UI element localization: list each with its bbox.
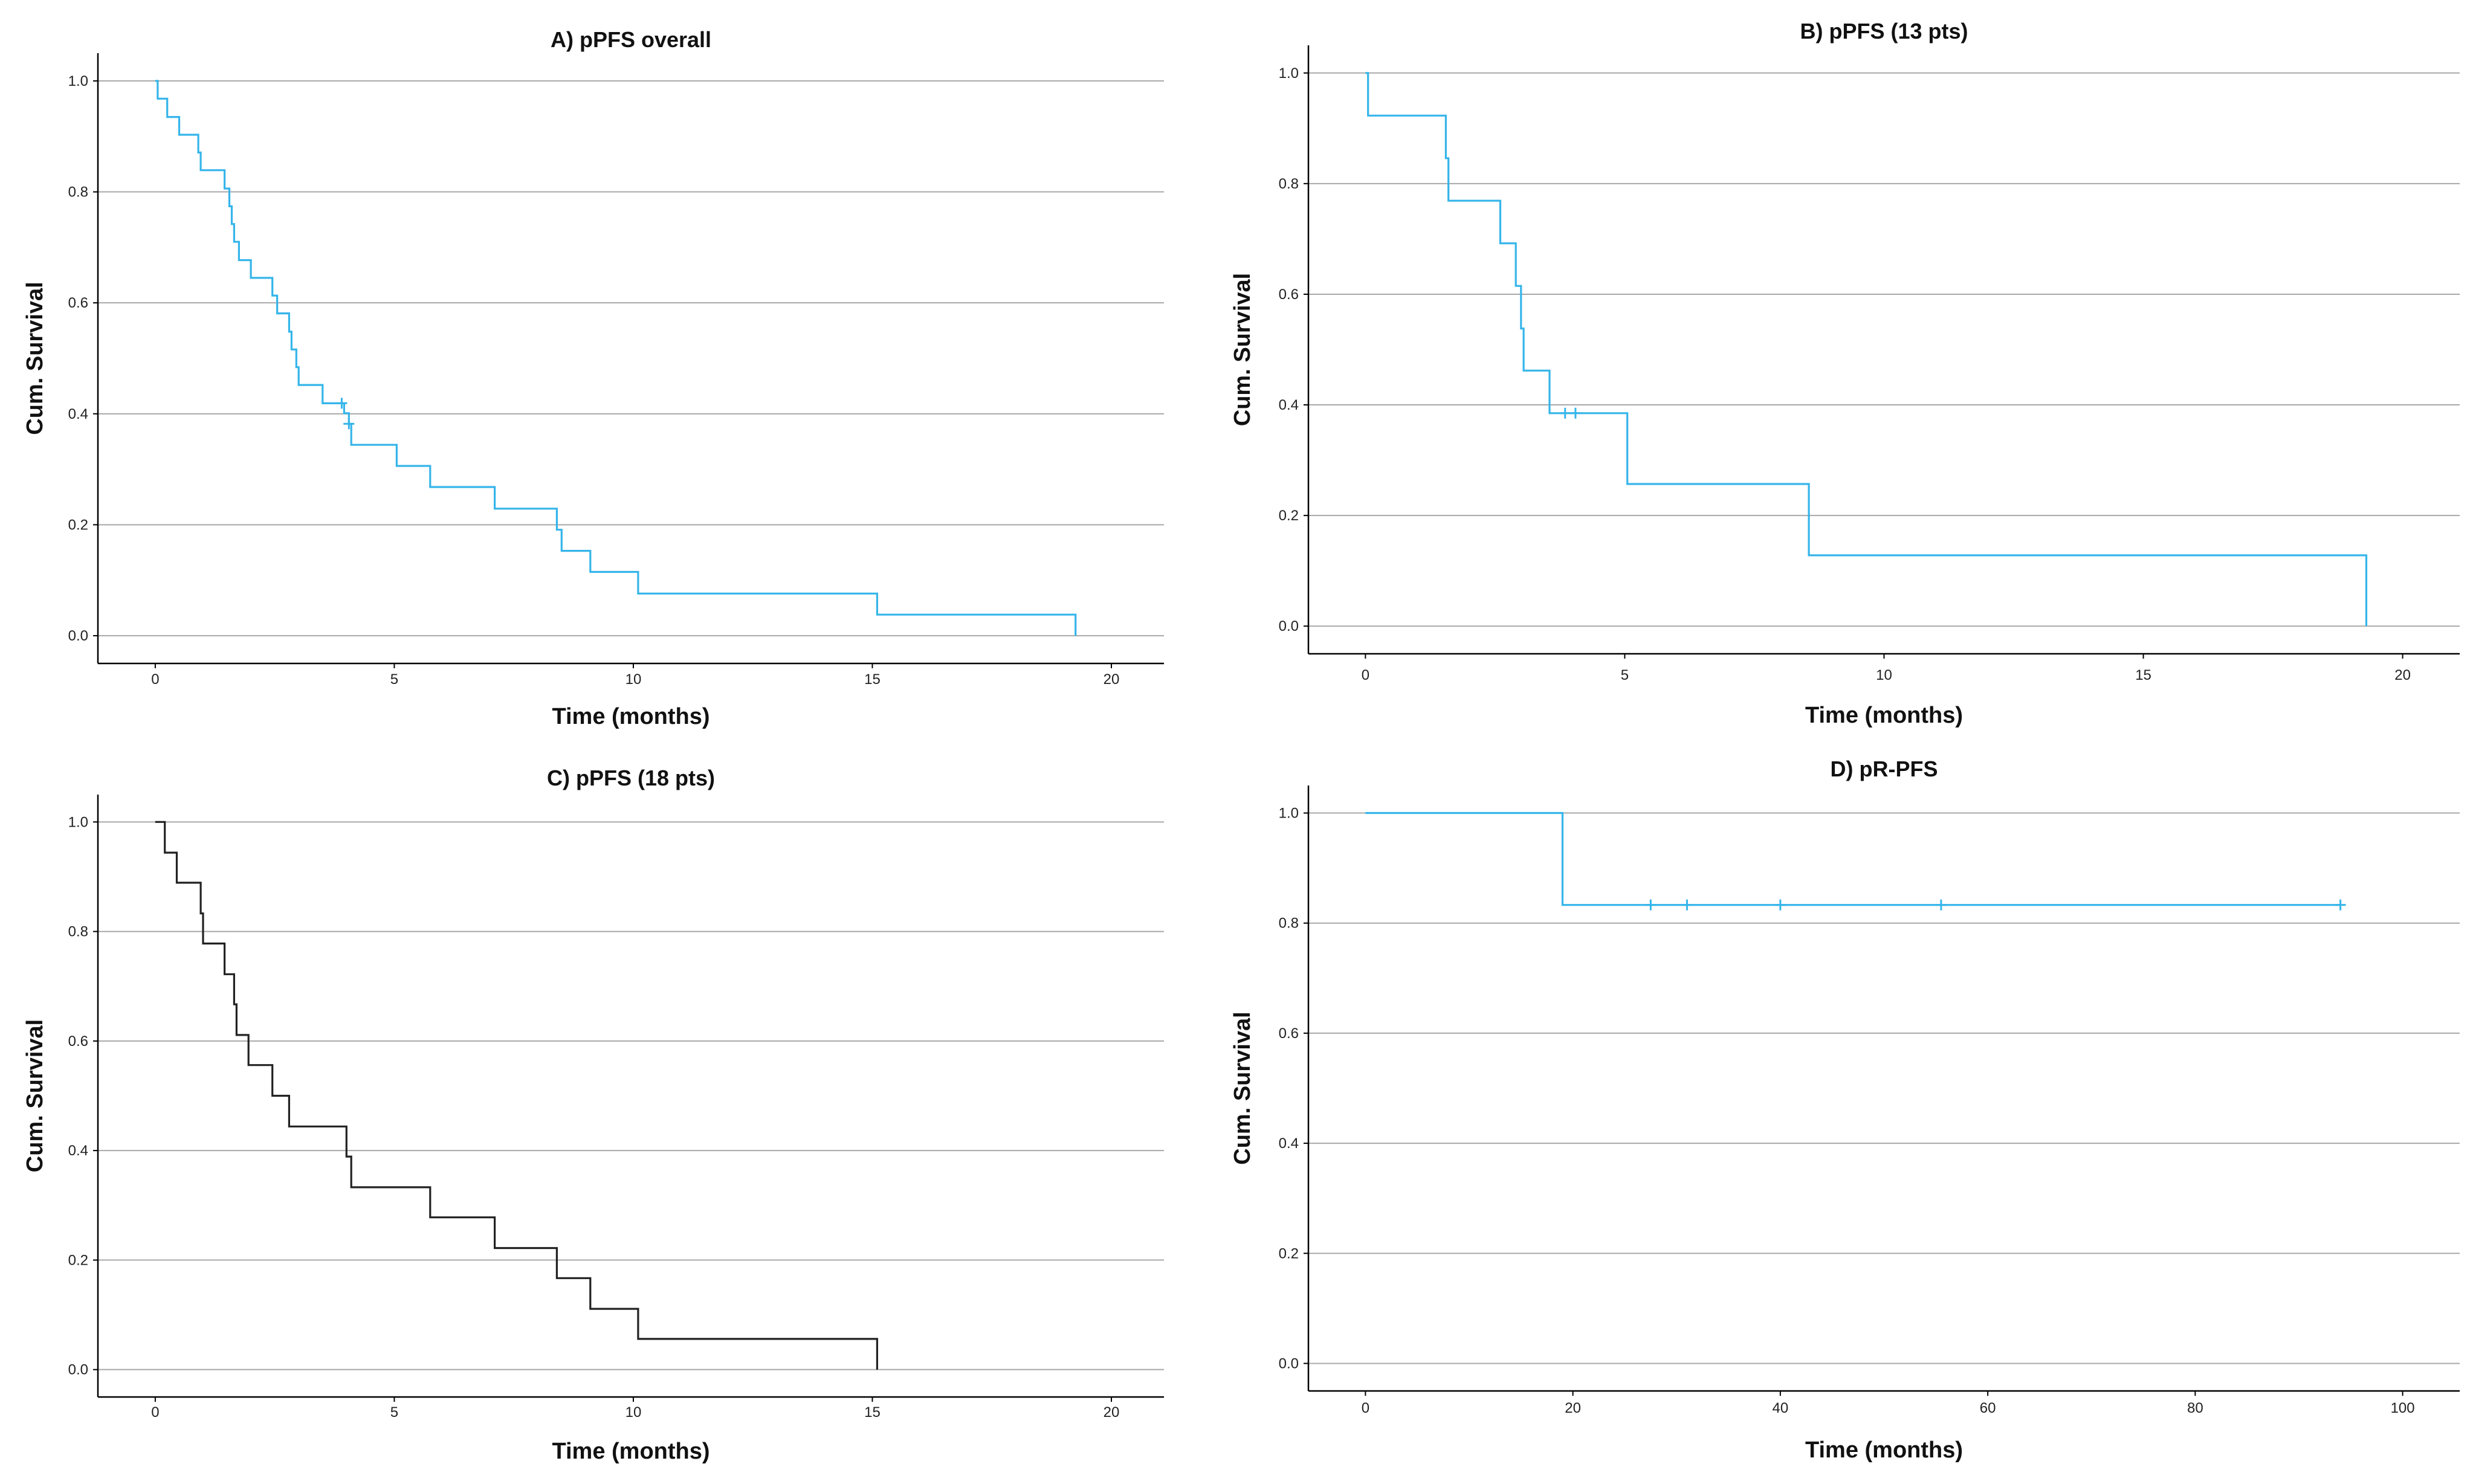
y-tick-label: 0.4 (68, 1143, 88, 1159)
chart-panel-3: 0.0 0.2 0.4 0.6 0.8 1.0 0 5 10 15 20 C) pPFS (18 pt… (22, 766, 1164, 1464)
x-tick-label: 20 (2394, 667, 2411, 683)
chart-title: B) pPFS (13 pts) (1800, 19, 1968, 44)
y-tick-label: 0.0 (1279, 1355, 1299, 1372)
censor-mark (1774, 899, 1786, 911)
survival-curve (1365, 72, 2368, 627)
y-tick-label: 1.0 (1279, 805, 1299, 822)
x-tick-label: 15 (864, 671, 881, 688)
x-tick-label: 20 (1104, 671, 1120, 688)
y-tick-label: 0.6 (68, 295, 88, 311)
chart-panel-1: 0.0 0.2 0.4 0.6 0.8 1.0 0 5 10 15 20 A) pPFS overal… (22, 27, 1164, 729)
x-tick-label: 5 (390, 1404, 398, 1421)
x-tick-label: 10 (1876, 667, 1892, 683)
censor-mark (1569, 407, 1581, 419)
x-tick-label: 15 (864, 1404, 881, 1421)
x-tick-label: 20 (1104, 1404, 1120, 1421)
x-tick-label: 20 (1565, 1400, 1581, 1416)
y-tick-label: 0.0 (68, 1362, 88, 1378)
y-tick-label: 0.4 (1279, 397, 1299, 413)
survival-curve (155, 821, 878, 1370)
x-tick-label: 5 (390, 671, 398, 688)
chart-title: D) pR-PFS (1831, 757, 1938, 781)
y-tick-label: 0.8 (1279, 915, 1299, 932)
y-tick-label: 0.2 (1279, 508, 1299, 524)
y-tick-label: 1.0 (68, 814, 88, 830)
y-tick-label: 1.0 (1279, 65, 1299, 82)
x-tick-label: 5 (1621, 667, 1629, 683)
y-axis-label: Cum. Survival (22, 1019, 48, 1172)
y-tick-label: 0.4 (68, 406, 88, 422)
chart-panel-4: 0.0 0.2 0.4 0.6 0.8 1.0 0 20 40 60 80 100 D) pR-PFS T… (1230, 757, 2460, 1463)
chart-title: C) pPFS (18 pts) (547, 766, 715, 790)
x-tick-label: 0 (1362, 667, 1369, 683)
x-axis-label: Time (months) (552, 704, 710, 729)
x-tick-label: 40 (1773, 1400, 1789, 1416)
y-axis-label: Cum. Survival (1230, 273, 1255, 426)
chart-panel-2: 0.0 0.2 0.4 0.6 0.8 1.0 0 5 10 15 20 B) pPFS (13 pt… (1230, 19, 2460, 728)
survival-curve (155, 80, 1077, 636)
y-tick-label: 0.0 (68, 628, 88, 644)
chart-title: A) pPFS overall (551, 27, 711, 52)
x-axis-label: Time (months) (552, 1439, 710, 1464)
x-axis-label: Time (months) (1805, 1437, 1963, 1463)
x-tick-label: 0 (151, 671, 159, 688)
y-tick-label: 0.0 (1279, 618, 1299, 634)
censor-mark (343, 418, 355, 430)
censor-mark (1645, 899, 1657, 911)
y-tick-label: 0.8 (68, 924, 88, 940)
y-tick-label: 0.6 (1279, 1025, 1299, 1042)
x-tick-label: 15 (2135, 667, 2151, 683)
x-tick-label: 60 (1980, 1400, 1996, 1416)
x-tick-label: 0 (151, 1404, 159, 1421)
y-tick-label: 0.2 (68, 1252, 88, 1268)
y-tick-label: 0.6 (1279, 286, 1299, 303)
x-tick-label: 100 (2391, 1400, 2415, 1416)
y-tick-label: 0.8 (1279, 176, 1299, 192)
y-tick-label: 0.6 (68, 1033, 88, 1050)
survival-curve (1365, 811, 2341, 906)
censor-mark (1935, 899, 1947, 911)
y-tick-label: 0.2 (1279, 1245, 1299, 1262)
y-tick-label: 0.2 (68, 517, 88, 533)
censor-mark (1559, 407, 1571, 419)
x-tick-label: 0 (1362, 1400, 1369, 1416)
y-tick-label: 0.8 (68, 184, 88, 201)
x-tick-label: 80 (2187, 1400, 2203, 1416)
censor-mark (336, 398, 347, 409)
censor-mark (1681, 899, 1693, 911)
y-axis-label: Cum. Survival (22, 282, 48, 434)
censor-mark (2335, 899, 2346, 911)
y-tick-label: 1.0 (68, 73, 88, 89)
x-tick-label: 10 (625, 671, 642, 688)
x-tick-label: 10 (625, 1404, 642, 1421)
y-tick-label: 0.4 (1279, 1135, 1299, 1152)
y-axis-label: Cum. Survival (1230, 1011, 1255, 1164)
x-axis-label: Time (months) (1805, 703, 1963, 728)
